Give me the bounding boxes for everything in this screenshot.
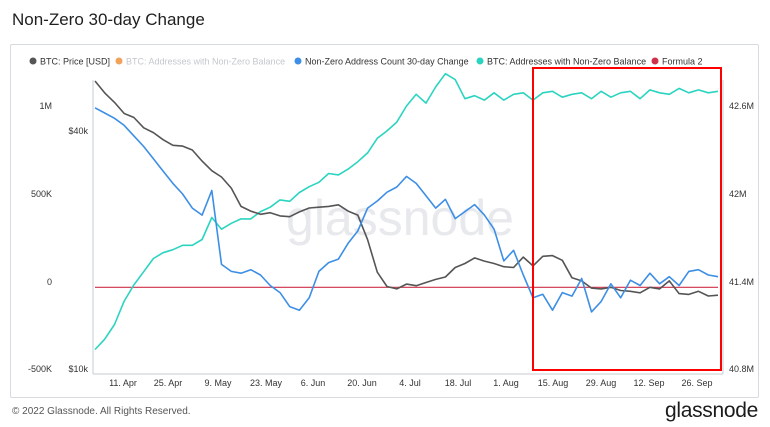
- chart-frame: [10, 44, 759, 398]
- legend-marker[interactable]: [29, 57, 37, 65]
- series-line: [94, 80, 719, 297]
- x-tick-label: 29. Aug: [586, 378, 617, 388]
- x-tick-label: 18. Jul: [445, 378, 472, 388]
- watermark: glassnode: [286, 190, 514, 246]
- right-tick-label: 42.6M: [729, 101, 754, 111]
- legend-marker[interactable]: [476, 57, 484, 65]
- right-tick-label: 42M: [729, 189, 747, 199]
- series-line: [94, 107, 719, 313]
- legend-marker[interactable]: [651, 57, 659, 65]
- left-tick-label: 0: [47, 277, 52, 287]
- legend-marker[interactable]: [294, 57, 302, 65]
- legend: BTC: Price [USD] BTC: Addresses with Non-…: [29, 57, 703, 67]
- x-tick-label: 4. Jul: [399, 378, 421, 388]
- x-tick-label: 9. May: [204, 378, 232, 388]
- highlight-box: [532, 67, 722, 371]
- legend-item[interactable]: BTC: Price [USD]: [40, 57, 110, 67]
- chart-title: Non-Zero 30-day Change: [12, 10, 205, 29]
- x-tick-label: 1. Aug: [493, 378, 519, 388]
- left-tick-label: 500K: [31, 189, 52, 199]
- legend-marker[interactable]: [115, 57, 123, 65]
- x-tick-label: 20. Jun: [347, 378, 377, 388]
- left-tick-label: 1M: [39, 101, 52, 111]
- x-tick-label: 15. Aug: [538, 378, 569, 388]
- brand-logo: glassnode: [664, 399, 758, 422]
- price-tick-label: $10k: [68, 364, 88, 374]
- legend-item[interactable]: BTC: Addresses with Non-Zero Balance: [487, 57, 646, 67]
- x-tick-label: 6. Jun: [301, 378, 326, 388]
- price-tick-label: $40k: [68, 126, 88, 136]
- series-layer: [94, 72, 719, 351]
- right-tick-label: 40.8M: [729, 364, 754, 374]
- x-tick-label: 25. Apr: [154, 378, 183, 388]
- x-tick-label: 26. Sep: [681, 378, 712, 388]
- right-tick-label: 41.4M: [729, 277, 754, 287]
- legend-item[interactable]: Non-Zero Address Count 30-day Change: [305, 57, 469, 67]
- x-tick-label: 23. May: [250, 378, 283, 388]
- x-tick-label: 12. Sep: [633, 378, 664, 388]
- left-tick-label: -500K: [28, 364, 52, 374]
- axis-ticks: 11. Apr 25. Apr 9. May 23. May 6. Jun 20. Jun…: [28, 101, 754, 388]
- legend-item[interactable]: Formula 2: [662, 57, 703, 67]
- x-tick-label: 11. Apr: [109, 378, 137, 388]
- footer-copyright: © 2022 Glassnode. All Rights Reserved.: [12, 406, 191, 417]
- legend-item[interactable]: BTC: Addresses with Non-Zero Balance: [126, 57, 285, 67]
- series-line: [94, 72, 719, 351]
